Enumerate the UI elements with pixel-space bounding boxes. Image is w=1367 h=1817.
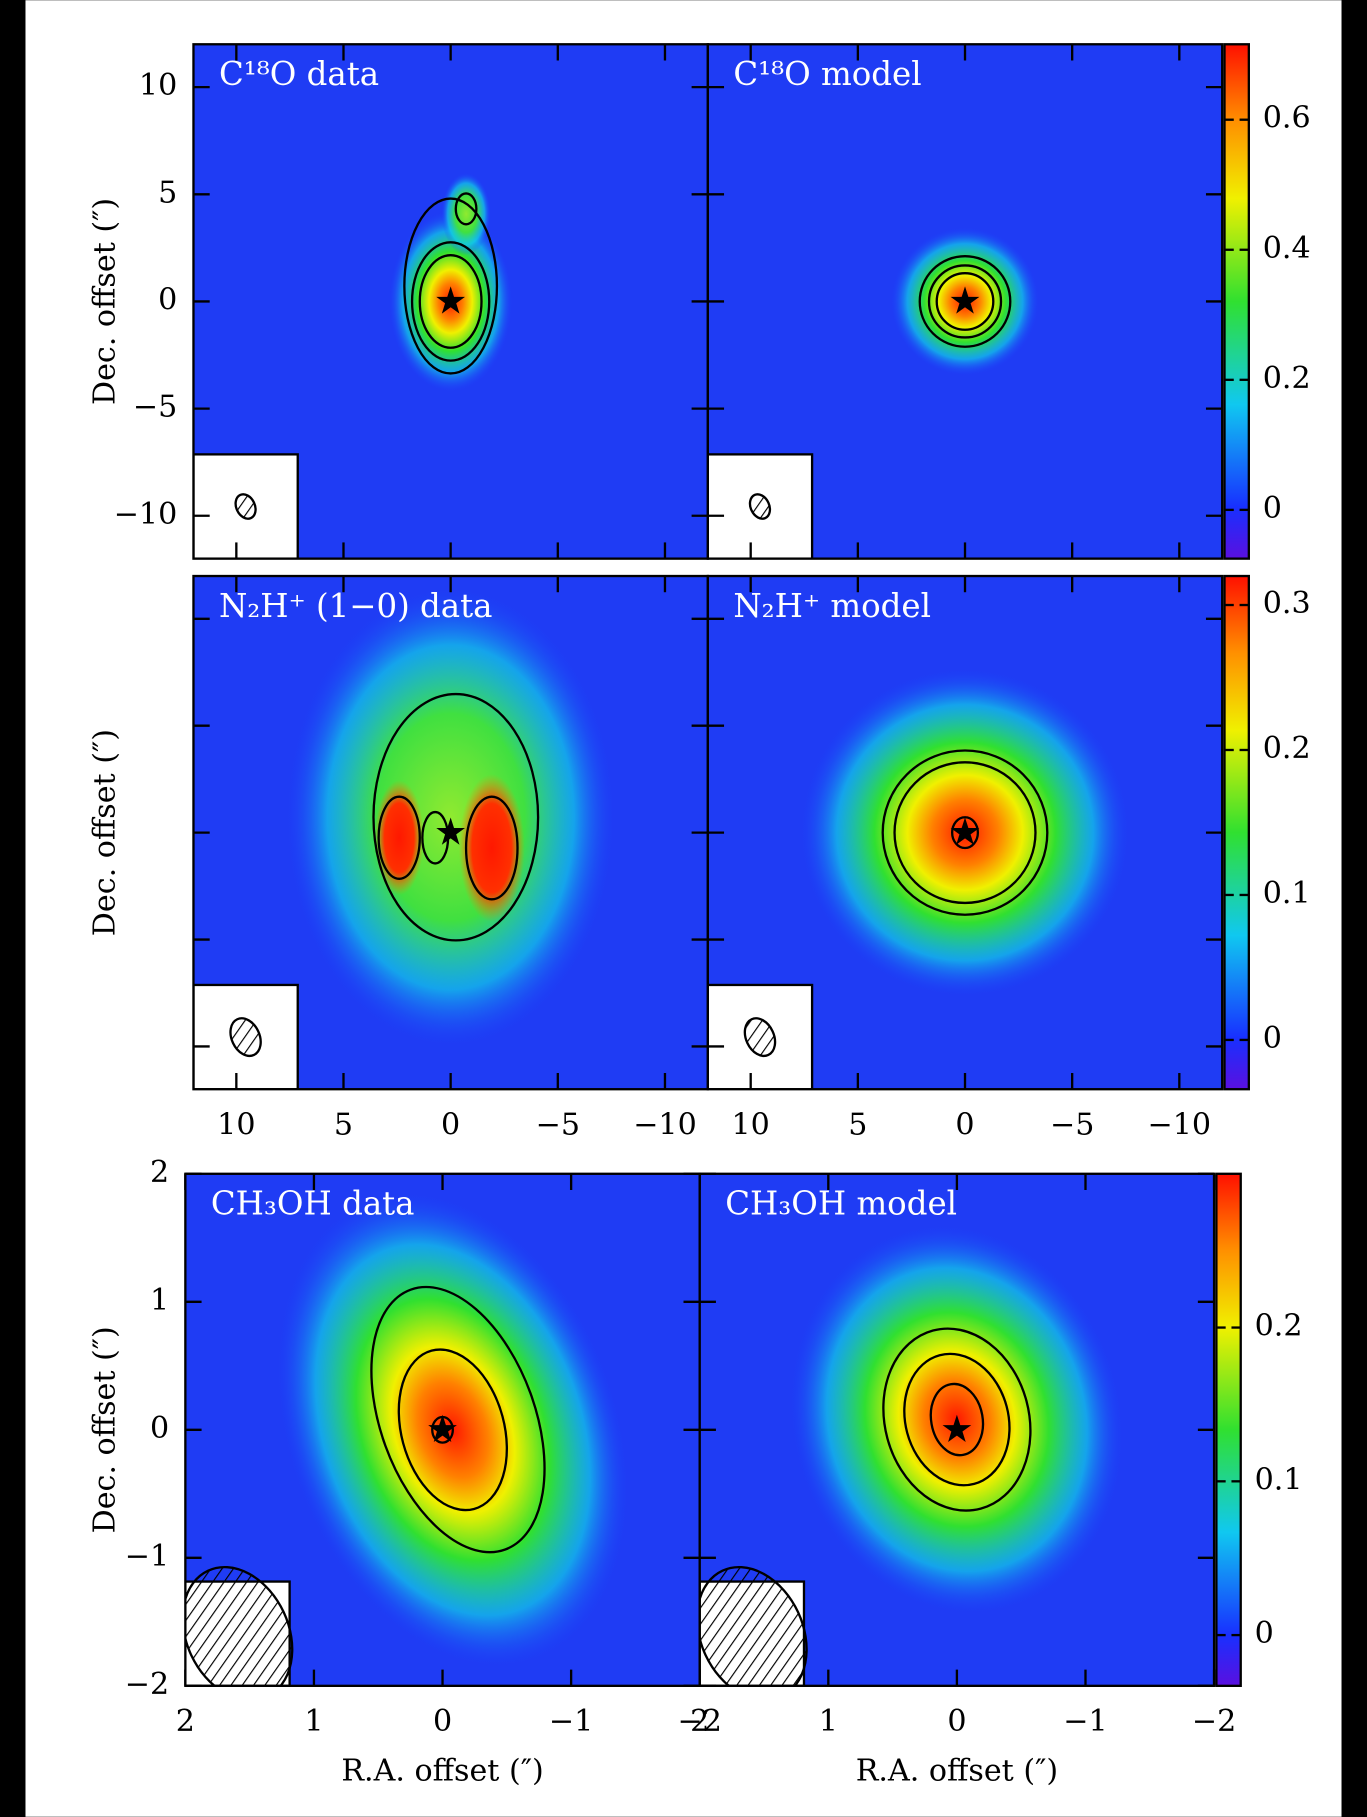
x-tick-label: 5 — [848, 1107, 867, 1142]
panel-label: C¹⁸O model — [733, 55, 921, 93]
beam — [185, 1565, 294, 1686]
panel — [185, 1173, 700, 1686]
y-axis-label: Dec. offset (″) — [88, 198, 123, 405]
contour — [410, 241, 491, 362]
beam — [743, 1017, 777, 1058]
x-axis-label: R.A. offset (″) — [341, 1754, 543, 1789]
beam — [748, 493, 772, 520]
y-tick-label: 5 — [158, 175, 177, 210]
x-tick-label: −2 — [1192, 1704, 1236, 1739]
star — [950, 286, 980, 314]
y-tick-label: 0 — [150, 1411, 169, 1446]
x-tick-label: −10 — [633, 1107, 697, 1142]
colorbar — [1215, 1172, 1242, 1687]
panel-label: CH₃OH data — [211, 1185, 415, 1223]
x-tick-label: 0 — [433, 1704, 452, 1739]
colorbar-tick-label: 0.1 — [1263, 876, 1311, 911]
colorbar-tick-label: 0.2 — [1263, 361, 1311, 396]
y-tick-label: −5 — [133, 390, 177, 425]
contour — [377, 795, 421, 880]
panel-label: CH₃OH model — [725, 1185, 957, 1223]
contour — [397, 1348, 509, 1512]
contour — [464, 795, 519, 901]
panel-label: N₂H⁺ model — [733, 587, 931, 625]
contour — [881, 749, 1049, 916]
emission — [441, 172, 491, 256]
contour — [950, 816, 980, 850]
colorbar-tick-label: 0 — [1255, 1616, 1274, 1651]
star — [942, 1414, 972, 1442]
x-tick-label: 10 — [732, 1107, 770, 1142]
x-tick-label: 0 — [441, 1107, 460, 1142]
contour — [927, 264, 1003, 339]
contour — [929, 1382, 985, 1457]
x-tick-label: 1 — [819, 1704, 838, 1739]
y-axis-label: Dec. offset (″) — [88, 729, 123, 936]
y-tick-label: 10 — [139, 68, 177, 103]
emission — [286, 587, 616, 1048]
x-tick-label: −1 — [1063, 1704, 1107, 1739]
x-tick-label: 5 — [334, 1107, 353, 1142]
x-tick-label: −10 — [1148, 1107, 1212, 1142]
star — [428, 1414, 457, 1442]
y-axis-label: Dec. offset (″) — [88, 1326, 123, 1533]
y-tick-label: −2 — [125, 1667, 169, 1702]
contour — [403, 197, 499, 375]
panel-label: N₂H⁺ (1−0) data — [219, 587, 493, 625]
panel — [193, 44, 708, 559]
star — [436, 817, 466, 845]
contour — [893, 761, 1037, 905]
x-tick-label: 0 — [947, 1704, 966, 1739]
contour — [454, 192, 478, 226]
colorbar-tick-label: 0.2 — [1263, 731, 1311, 766]
colorbar-tick-label: 0 — [1263, 1021, 1282, 1056]
colorbar-tick-label: 0 — [1263, 491, 1282, 526]
contour — [418, 254, 483, 349]
x-tick-label: 10 — [217, 1107, 255, 1142]
emission — [458, 774, 525, 922]
panel — [699, 1173, 1215, 1686]
x-tick-label: 0 — [955, 1107, 974, 1142]
contour — [882, 1327, 1032, 1512]
panel — [193, 576, 708, 1090]
x-tick-label: 1 — [304, 1704, 323, 1739]
x-tick-label: −5 — [536, 1107, 580, 1142]
panel — [707, 576, 1223, 1090]
contour — [903, 1352, 1011, 1487]
x-axis-label: R.A. offset (″) — [856, 1754, 1058, 1789]
contour — [370, 1285, 546, 1554]
colorbar-tick-label: 0.2 — [1255, 1309, 1303, 1344]
beam — [234, 493, 257, 520]
colorbar-tick-label: 0.6 — [1263, 101, 1311, 136]
y-tick-label: 1 — [150, 1283, 169, 1318]
y-tick-label: −10 — [114, 497, 178, 532]
beam — [229, 1017, 262, 1058]
colorbar-tick-label: 0.4 — [1263, 231, 1311, 266]
colorbar-tick-label: 0.3 — [1263, 586, 1311, 621]
y-tick-label: 0 — [158, 282, 177, 317]
contour — [372, 692, 540, 942]
panel-label: C¹⁸O data — [219, 55, 379, 93]
panel — [707, 44, 1223, 559]
star — [436, 286, 466, 314]
star — [950, 817, 980, 845]
colorbar-tick-label: 0.1 — [1255, 1462, 1303, 1497]
y-tick-label: −1 — [125, 1539, 169, 1574]
x-tick-label: −5 — [1050, 1107, 1094, 1142]
beam — [699, 1565, 808, 1686]
colorbar — [1223, 574, 1250, 1091]
x-tick-label: −1 — [549, 1704, 593, 1739]
contour — [935, 272, 995, 331]
emission — [374, 780, 424, 896]
x-tick-label: 2 — [690, 1704, 709, 1739]
x-tick-label: −2 — [678, 1704, 722, 1739]
contour — [918, 255, 1012, 348]
y-tick-label: 2 — [150, 1155, 169, 1190]
x-tick-label: 2 — [176, 1704, 195, 1739]
colorbar — [1223, 43, 1250, 560]
